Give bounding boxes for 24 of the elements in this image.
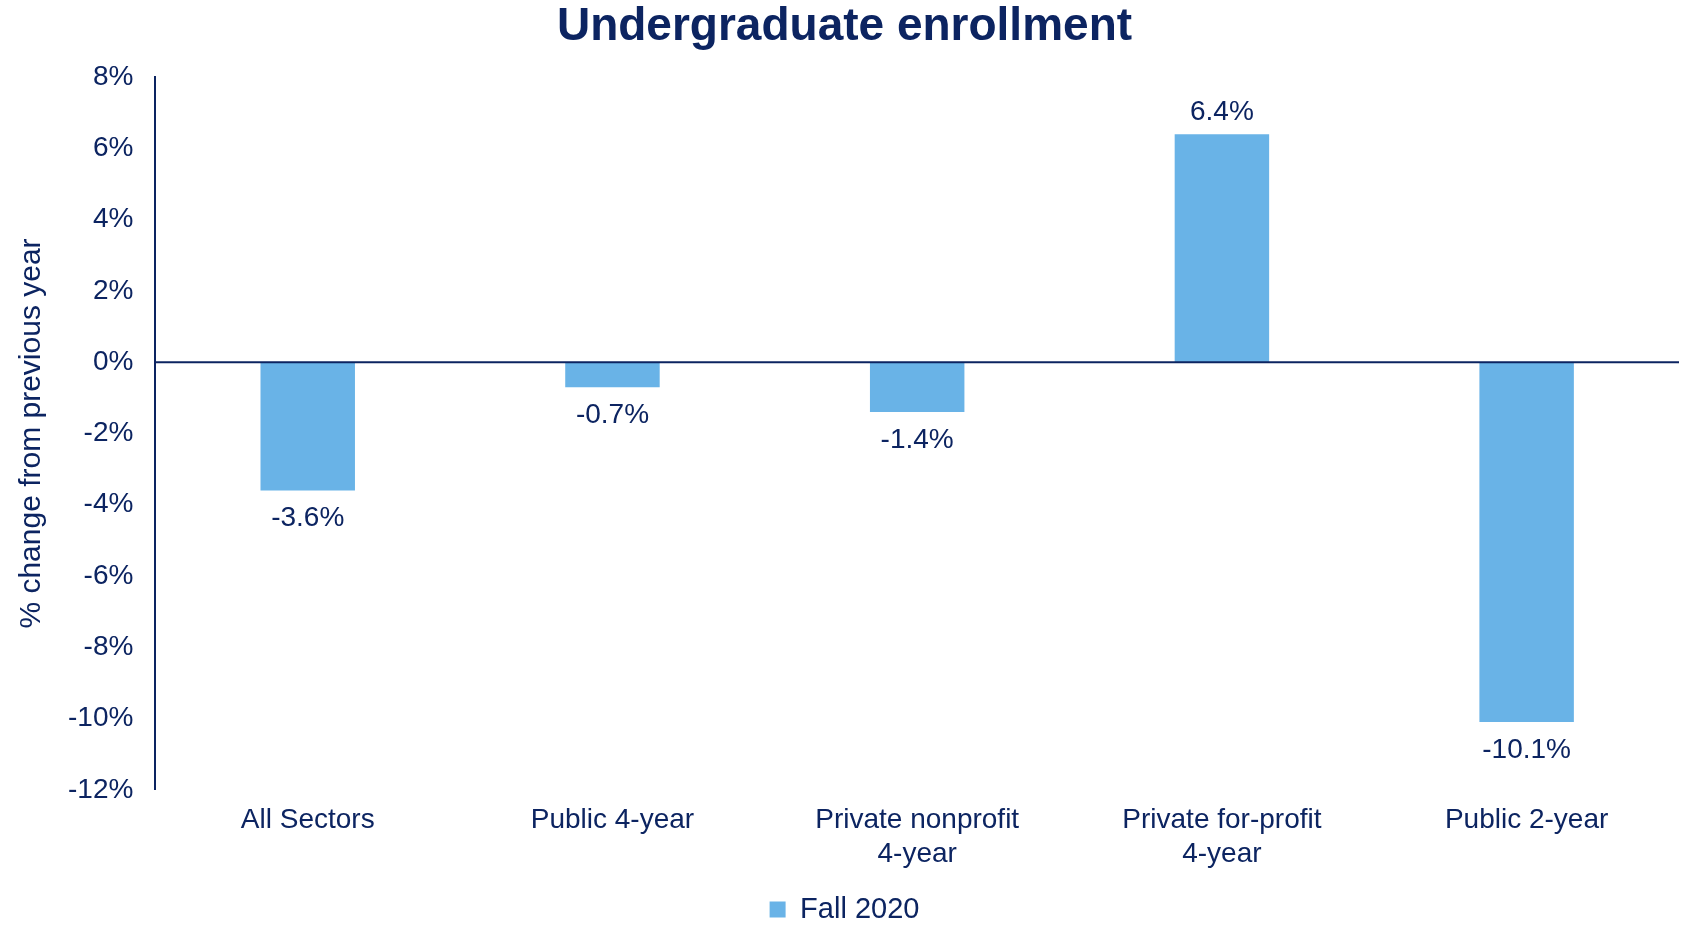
x-tick-label: All Sectors [240,803,375,835]
data-label: 6.4% [1190,94,1254,126]
y-tick-label: -4% [83,487,134,519]
x-tick-label: Public 4-year [530,803,695,835]
y-tick-label: -12% [67,772,134,804]
y-tick-label: 6% [92,131,134,163]
y-tick-label: 4% [92,202,134,234]
y-tick-label: -2% [83,416,134,448]
chart-title: Undergraduate enrollment [556,0,1133,51]
x-tick-label: Private for-profit 4-year [1122,803,1322,868]
data-label: -10.1% [1482,732,1571,764]
y-tick-label: -10% [67,701,134,733]
data-label: -3.6% [271,501,345,533]
legend-label: Fall 2020 [800,891,920,924]
data-label: -1.4% [880,422,954,454]
y-tick-label: -8% [83,630,134,661]
y-tick-label: 2% [92,273,134,305]
x-tick-label: Private nonprofit 4-year [815,803,1020,868]
y-tick-label: 8% [92,59,134,91]
y-axis-title: % change from previous year [13,238,47,629]
y-tick-label: 0% [92,344,134,376]
x-tick-label: Public 2-year [1444,803,1609,835]
y-tick-label: -6% [83,558,134,590]
data-label: -0.7% [575,397,650,429]
